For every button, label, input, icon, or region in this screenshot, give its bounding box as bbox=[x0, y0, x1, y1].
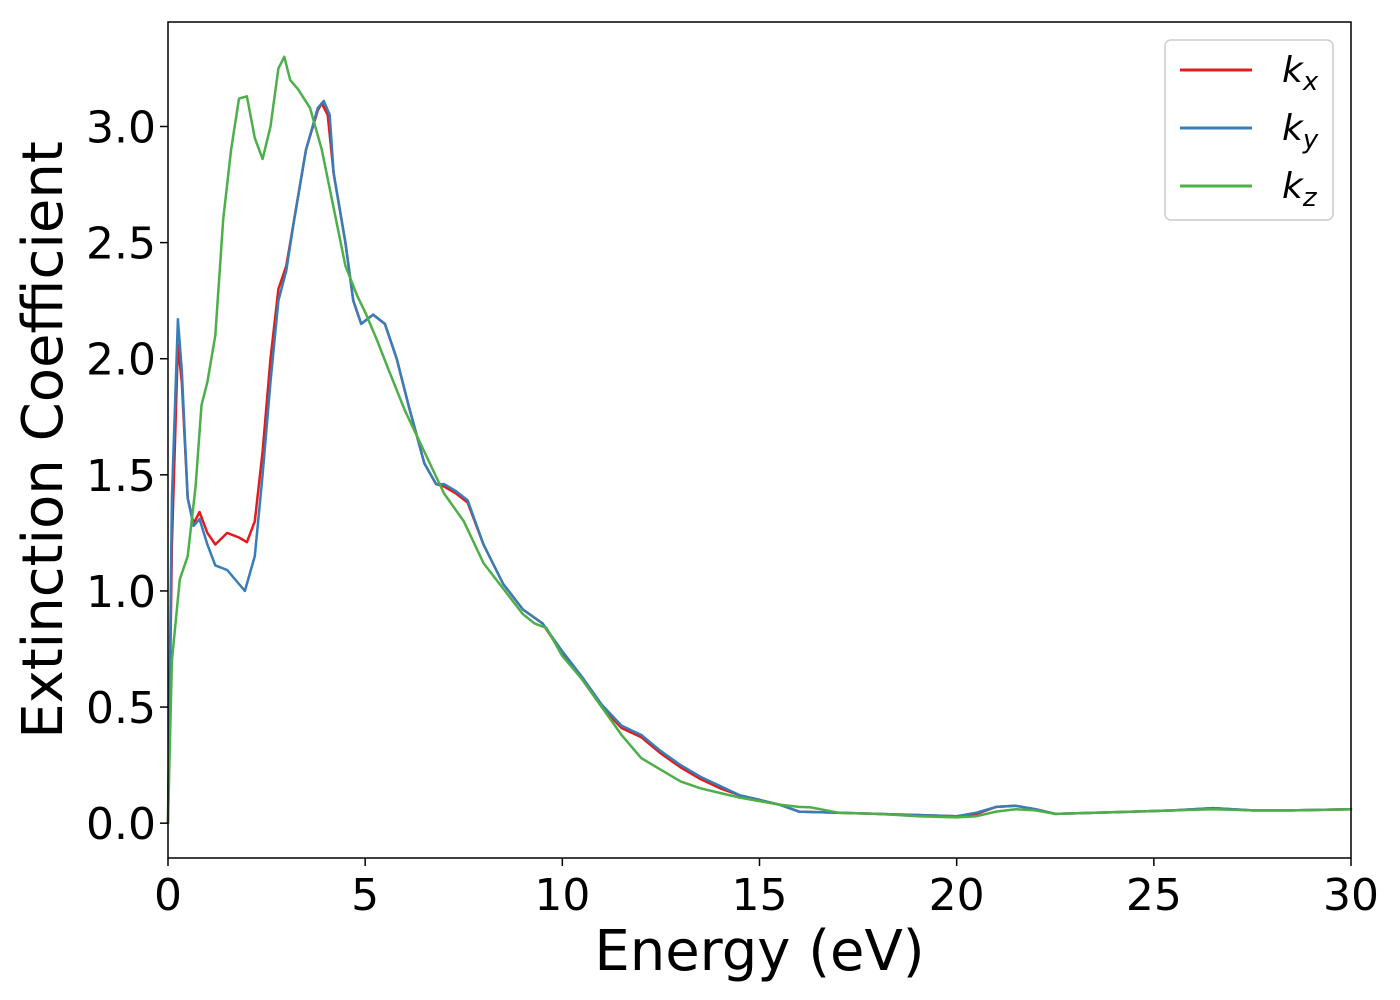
x-tick-label: 10 bbox=[534, 870, 590, 921]
legend-label-kx: kx bbox=[1282, 50, 1319, 97]
legend: kx ky kz bbox=[1164, 39, 1334, 221]
y-tick-label: 2.5 bbox=[86, 219, 156, 270]
legend-box bbox=[1164, 39, 1334, 221]
x-tick-label: 15 bbox=[732, 870, 788, 921]
x-tick-label: 0 bbox=[154, 870, 182, 921]
y-tick-label: 0.5 bbox=[86, 683, 156, 734]
x-axis-label: Energy (eV) bbox=[594, 919, 924, 984]
series-layer bbox=[166, 55, 1353, 825]
x-tick-label: 5 bbox=[351, 870, 379, 921]
y-tick-label: 1.0 bbox=[86, 567, 156, 618]
series-line-kz bbox=[166, 55, 1353, 825]
legend-label-kz: kz bbox=[1282, 166, 1318, 213]
y-tick-label: 2.0 bbox=[86, 335, 156, 386]
x-tick-label: 25 bbox=[1126, 870, 1182, 921]
legend-label-ky: ky bbox=[1282, 108, 1319, 155]
series-line-ky bbox=[166, 99, 1353, 825]
y-axis-label: Extinction Coefficient bbox=[11, 141, 76, 739]
y-axis: 0.0 0.5 1.0 1.5 2.0 2.5 3.0 bbox=[86, 103, 168, 850]
y-tick-label: 0.0 bbox=[86, 799, 156, 850]
y-tick-label: 1.5 bbox=[86, 451, 156, 502]
x-axis: 0 5 10 15 20 25 30 bbox=[154, 858, 1379, 921]
y-tick-label: 3.0 bbox=[86, 103, 156, 154]
x-tick-label: 20 bbox=[929, 870, 985, 921]
x-tick-label: 30 bbox=[1323, 870, 1379, 921]
